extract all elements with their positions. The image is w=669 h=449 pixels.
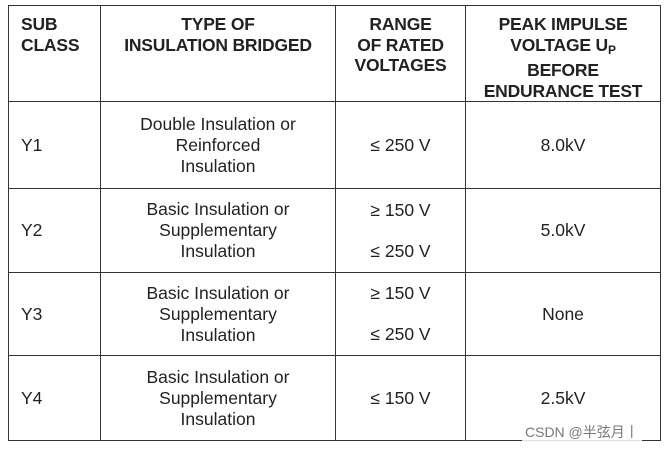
table-cell: Basic Insulation or Supplementary Insulati…	[100, 355, 336, 441]
table-cell: 8.0kV	[465, 101, 661, 189]
text-line: VOLTAGES	[354, 55, 447, 75]
table-cell: Y3	[8, 272, 101, 356]
value-stack: ≥ 150 V ≤ 250 V	[336, 283, 465, 345]
text: VOLTAGE U	[510, 34, 608, 55]
text-line: ≤ 150 V	[370, 387, 431, 408]
text-line: BEFORE	[527, 60, 599, 80]
table-cell: Y1	[8, 101, 101, 189]
text-line: PEAK IMPULSE	[498, 14, 628, 34]
table-cell: ≥ 150 V ≤ 250 V	[335, 188, 466, 273]
header-cell: SUB CLASS	[8, 5, 101, 102]
text-line: INSULATION BRIDGED	[124, 34, 312, 55]
table-cell: Y4	[8, 355, 101, 441]
text-line: ENDURANCE TEST	[483, 80, 643, 101]
text-line: Supplementary	[159, 220, 277, 240]
table-cell: Basic Insulation or Supplementary Insulati…	[100, 188, 336, 273]
table: SUB CLASS TYPE OF INSULATION BRIDGED RANGE OF…	[8, 5, 661, 441]
text-line: Basic Insulation or	[146, 366, 290, 387]
text-line: Basic Insulation or	[146, 199, 290, 219]
table-cell: Double Insulation or Reinforced Insulation	[100, 101, 336, 189]
text-line: OF RATED	[357, 34, 444, 55]
text-line: ≤ 250 V	[370, 240, 431, 261]
text-line: RANGE	[369, 14, 432, 34]
text-line: ≤ 250 V	[370, 324, 431, 344]
text-line: CLASS	[21, 34, 80, 55]
text-line: Insulation	[180, 408, 256, 429]
text-line: Supplementary	[159, 387, 277, 408]
text-line: Insulation	[180, 155, 256, 176]
table-body: Y1 Double Insulation or Reinforced Insulati…	[8, 101, 661, 441]
table-cell: ≥ 150 V ≤ 250 V	[335, 272, 466, 356]
header-cell: PEAK IMPULSE VOLTAGE UP BEFORE ENDURANCE TE…	[465, 5, 661, 102]
table-row: Y3 Basic Insulation or Supplementary Insula…	[8, 272, 661, 356]
header-cell: TYPE OF INSULATION BRIDGED	[100, 5, 336, 102]
text-line: SUB	[21, 14, 58, 34]
text-line: Insulation	[180, 241, 256, 261]
value-stack: ≥ 150 V ≤ 250 V	[336, 200, 465, 262]
table-cell: 5.0kV	[465, 188, 661, 273]
text-line: ≤ 250 V	[370, 134, 431, 155]
table-row: Y1 Double Insulation or Reinforced Insulati…	[8, 101, 661, 189]
subscript: P	[607, 42, 616, 57]
text-line: TYPE OF	[181, 14, 255, 34]
text-line: Basic Insulation or	[146, 282, 290, 303]
watermark: CSDN @半弦月丨	[522, 421, 642, 443]
table-row: Y2 Basic Insulation or Supplementary Insula…	[8, 188, 661, 273]
text-line: VOLTAGE UP	[466, 35, 660, 61]
text-line: Insulation	[180, 324, 256, 345]
table-cell: ≤ 250 V	[335, 101, 466, 189]
header-row: SUB CLASS TYPE OF INSULATION BRIDGED RANGE OF…	[8, 5, 661, 102]
table-cell: None	[465, 272, 661, 356]
table-cell: Basic Insulation or Supplementary Insulati…	[100, 272, 336, 356]
text-line: ≥ 150 V	[370, 199, 431, 220]
header-cell: RANGE OF RATED VOLTAGES	[335, 5, 466, 102]
text-line: Double Insulation or	[140, 113, 296, 134]
text-line: Reinforced	[175, 134, 261, 155]
table-cell: ≤ 150 V	[335, 355, 466, 441]
text-line: Supplementary	[159, 303, 277, 324]
text-line: ≥ 150 V	[370, 283, 431, 303]
table-cell: Y2	[8, 188, 101, 273]
